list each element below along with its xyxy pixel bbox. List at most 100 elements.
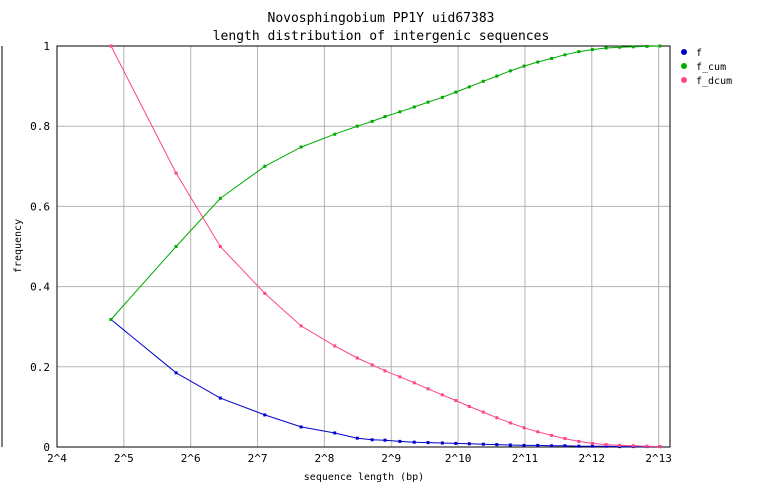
data-point (481, 410, 485, 414)
data-point (618, 443, 622, 447)
data-point (174, 171, 178, 175)
data-point (440, 95, 444, 99)
data-point (412, 105, 416, 109)
data-point (481, 79, 485, 83)
data-point (618, 45, 622, 49)
data-point (355, 356, 359, 360)
data-point (563, 53, 567, 57)
chart-title-line-1: Novosphingobium PP1Y uid67383 (268, 11, 495, 26)
y-axis-label: frequency (13, 219, 24, 273)
data-point (426, 100, 430, 104)
data-point (333, 344, 337, 348)
series-f_dcum (109, 44, 662, 449)
data-point (536, 430, 540, 434)
legend-marker (681, 63, 687, 69)
data-point (508, 421, 512, 425)
data-point (383, 438, 387, 442)
data-point (536, 443, 540, 447)
tick-labels: 2^4 2^5 2^6 2^7 2^8 2^9 2^10 2^11 2^12 2^13 0 0.2 0.… (30, 40, 672, 465)
data-point (604, 443, 608, 447)
x-tick-label: 2^12 (579, 452, 606, 465)
data-point (398, 110, 402, 114)
legend-label: f_dcum (696, 76, 732, 87)
x-tick-label: 2^8 (314, 452, 334, 465)
legend-label: f (696, 48, 702, 59)
legend-marker (681, 49, 687, 55)
x-tick-label: 2^10 (445, 452, 472, 465)
data-point (631, 444, 635, 448)
data-point (536, 60, 540, 64)
data-point (299, 145, 303, 149)
x-axis-label: sequence length (bp) (304, 472, 424, 483)
data-point (109, 44, 113, 48)
plot-frame (56, 45, 671, 448)
data-point (508, 443, 512, 447)
data-point (454, 90, 458, 94)
data-point (590, 441, 594, 445)
series-line (110, 45, 660, 448)
data-point (263, 291, 267, 295)
data-point (577, 439, 581, 443)
data-point (370, 438, 374, 442)
y-tick-label: 0.4 (30, 281, 50, 294)
data-point (604, 444, 608, 448)
data-point (590, 444, 594, 448)
data-point (522, 64, 526, 68)
data-point (355, 436, 359, 440)
y-tick-label: 0 (43, 441, 50, 454)
data-point (467, 404, 471, 408)
data-point (263, 164, 267, 168)
data-point (426, 441, 430, 445)
y-tick-label: 0.2 (30, 361, 50, 374)
data-point (454, 441, 458, 445)
x-tick-label: 2^11 (512, 452, 539, 465)
chart-title-line-2: length distribution of intergenic sequen… (213, 29, 550, 44)
data-point (426, 387, 430, 391)
data-point (495, 443, 499, 447)
data-point (383, 369, 387, 373)
data-point (174, 371, 178, 375)
data-point (398, 439, 402, 443)
x-tick-label: 2^7 (248, 452, 268, 465)
data-point (440, 393, 444, 397)
data-point (604, 46, 608, 50)
data-point (550, 444, 554, 448)
data-point (645, 44, 649, 48)
legend: f f_cum f_dcum (681, 48, 732, 87)
data-point (577, 444, 581, 448)
data-point (495, 416, 499, 420)
data-point (467, 442, 471, 446)
data-point (590, 48, 594, 52)
data-point (218, 396, 222, 400)
data-point (333, 132, 337, 136)
data-point (299, 324, 303, 328)
data-point (645, 444, 649, 448)
series-f (109, 317, 662, 449)
series-line (110, 45, 660, 320)
data-point (174, 245, 178, 248)
data-point (440, 441, 444, 445)
data-point (658, 44, 662, 48)
data-point (658, 445, 662, 449)
data-point (412, 381, 416, 385)
data-point (508, 69, 512, 73)
data-point (355, 124, 359, 128)
data-point (522, 443, 526, 447)
legend-label: f_cum (696, 62, 726, 73)
data-point (398, 375, 402, 379)
data-point (412, 440, 416, 444)
x-tick-label: 2^13 (645, 452, 672, 465)
x-tick-label: 2^4 (47, 452, 67, 465)
series (109, 44, 662, 449)
data-point (467, 85, 471, 89)
data-point (218, 245, 222, 248)
data-point (495, 74, 499, 78)
data-point (333, 431, 337, 435)
data-point (481, 442, 485, 446)
data-point (522, 426, 526, 430)
data-point (563, 437, 567, 441)
data-point (109, 317, 113, 321)
y-tick-label: 0.8 (30, 120, 50, 133)
x-tick-label: 2^5 (114, 452, 134, 465)
grid (57, 46, 670, 447)
